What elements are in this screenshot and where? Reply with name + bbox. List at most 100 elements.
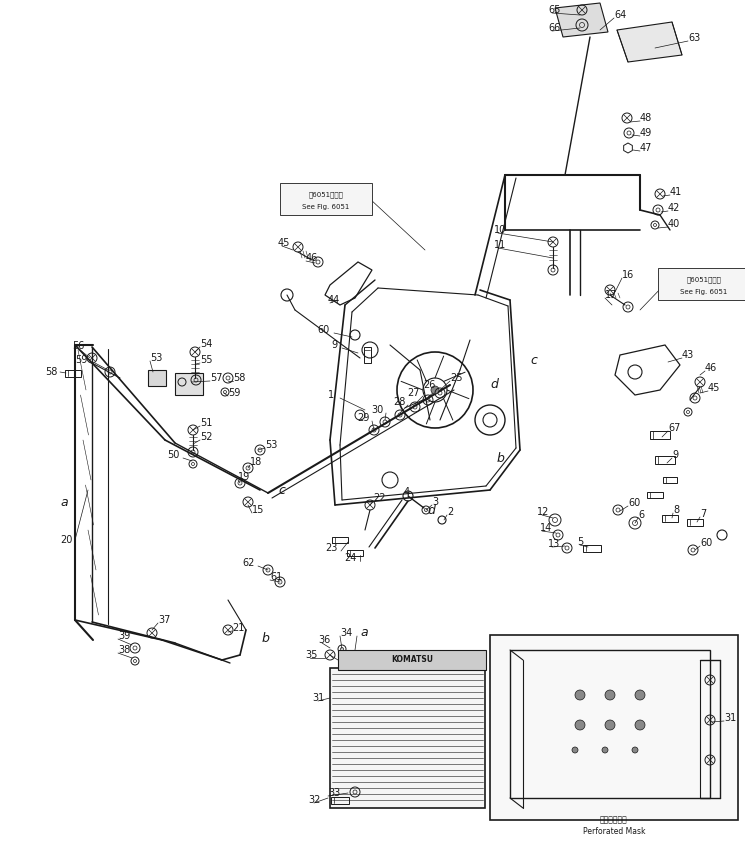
Text: 38: 38 [118, 645, 130, 655]
Text: 61: 61 [270, 572, 282, 582]
Text: 63: 63 [688, 33, 700, 43]
Text: 35: 35 [305, 650, 317, 660]
Text: 65: 65 [548, 5, 560, 15]
Text: 10: 10 [494, 225, 507, 235]
Text: 19: 19 [238, 472, 250, 482]
Text: 66: 66 [548, 23, 560, 33]
Bar [332, 537, 348, 543]
Text: 26: 26 [424, 380, 436, 390]
Text: See Fig. 6051: See Fig. 6051 [302, 204, 349, 210]
Text: 40: 40 [668, 219, 680, 229]
Text: 44: 44 [328, 295, 340, 305]
FancyBboxPatch shape [658, 268, 745, 300]
Bar [663, 477, 677, 483]
Text: c: c [530, 354, 537, 366]
Text: 18: 18 [250, 457, 262, 467]
Text: 1: 1 [328, 390, 334, 400]
Text: 58: 58 [233, 373, 245, 383]
Text: Perforated Mask: Perforated Mask [583, 828, 645, 836]
Text: 6: 6 [638, 510, 644, 520]
Text: 54: 54 [200, 339, 212, 349]
Text: 16: 16 [622, 270, 634, 280]
Circle shape [605, 720, 615, 730]
Bar [364, 347, 371, 363]
Text: 4: 4 [404, 487, 410, 497]
Text: 45: 45 [708, 383, 720, 393]
Text: b: b [262, 632, 270, 644]
Text: 7: 7 [700, 509, 706, 519]
Text: 17: 17 [605, 290, 618, 300]
Bar [148, 370, 166, 386]
Circle shape [572, 747, 578, 753]
Text: 2: 2 [447, 507, 453, 517]
Text: 33: 33 [328, 788, 340, 798]
Text: See Fig. 6051: See Fig. 6051 [680, 289, 728, 295]
Text: 50: 50 [168, 450, 180, 460]
Text: 41: 41 [670, 187, 682, 197]
Text: 27: 27 [408, 388, 420, 398]
Text: 67: 67 [668, 423, 680, 433]
Circle shape [575, 690, 585, 700]
Text: 15: 15 [252, 505, 264, 515]
Text: 52: 52 [200, 432, 212, 442]
Text: 36: 36 [318, 635, 330, 645]
Text: 31: 31 [724, 713, 736, 723]
Text: 39: 39 [118, 631, 130, 641]
Bar [65, 370, 81, 377]
Text: 51: 51 [200, 418, 212, 428]
Text: 53: 53 [265, 440, 277, 450]
Text: 穴あきマスク: 穴あきマスク [600, 816, 628, 824]
Text: 9: 9 [672, 450, 678, 460]
Text: d: d [427, 504, 435, 516]
Text: 22: 22 [373, 493, 385, 503]
Text: 21: 21 [232, 623, 244, 633]
Text: 47: 47 [640, 143, 653, 153]
Text: 62: 62 [243, 558, 255, 568]
Polygon shape [555, 3, 608, 37]
Text: 56: 56 [72, 341, 84, 351]
Text: 30: 30 [372, 405, 384, 415]
Text: 48: 48 [640, 113, 653, 123]
Text: 55: 55 [200, 355, 212, 365]
Circle shape [632, 747, 638, 753]
Circle shape [605, 690, 615, 700]
Text: 49: 49 [640, 128, 653, 138]
Text: 37: 37 [158, 615, 171, 625]
Text: 64: 64 [614, 10, 627, 20]
Circle shape [602, 747, 608, 753]
Text: 24: 24 [345, 553, 357, 563]
Text: 60: 60 [318, 325, 330, 335]
Text: c: c [278, 483, 285, 496]
Text: 34: 34 [340, 628, 352, 638]
Bar [662, 515, 678, 522]
Circle shape [431, 386, 439, 394]
Text: 9: 9 [332, 340, 338, 350]
Text: 図6051図参照: 図6051図参照 [308, 192, 343, 198]
Text: 43: 43 [682, 350, 694, 360]
Text: b: b [497, 451, 505, 465]
Text: 45: 45 [278, 238, 291, 248]
Text: KOMATSU: KOMATSU [391, 656, 433, 665]
Bar [347, 550, 363, 556]
Polygon shape [617, 22, 682, 62]
Text: 20: 20 [60, 535, 72, 545]
Bar [510, 650, 710, 798]
Bar [175, 373, 203, 395]
Text: 59: 59 [76, 355, 88, 365]
Text: 5: 5 [577, 537, 583, 547]
Text: 31: 31 [312, 693, 324, 703]
Text: 28: 28 [393, 397, 406, 407]
Circle shape [635, 690, 645, 700]
Bar [331, 797, 349, 804]
Bar [490, 635, 738, 820]
Circle shape [635, 720, 645, 730]
Text: 60: 60 [700, 538, 712, 548]
Text: 13: 13 [548, 539, 560, 549]
Text: 29: 29 [358, 413, 370, 423]
Text: 23: 23 [326, 543, 338, 553]
Text: 12: 12 [537, 507, 549, 517]
Text: 3: 3 [432, 497, 438, 507]
Text: 8: 8 [673, 505, 679, 515]
Text: 53: 53 [150, 353, 162, 363]
Text: 46: 46 [705, 363, 717, 373]
